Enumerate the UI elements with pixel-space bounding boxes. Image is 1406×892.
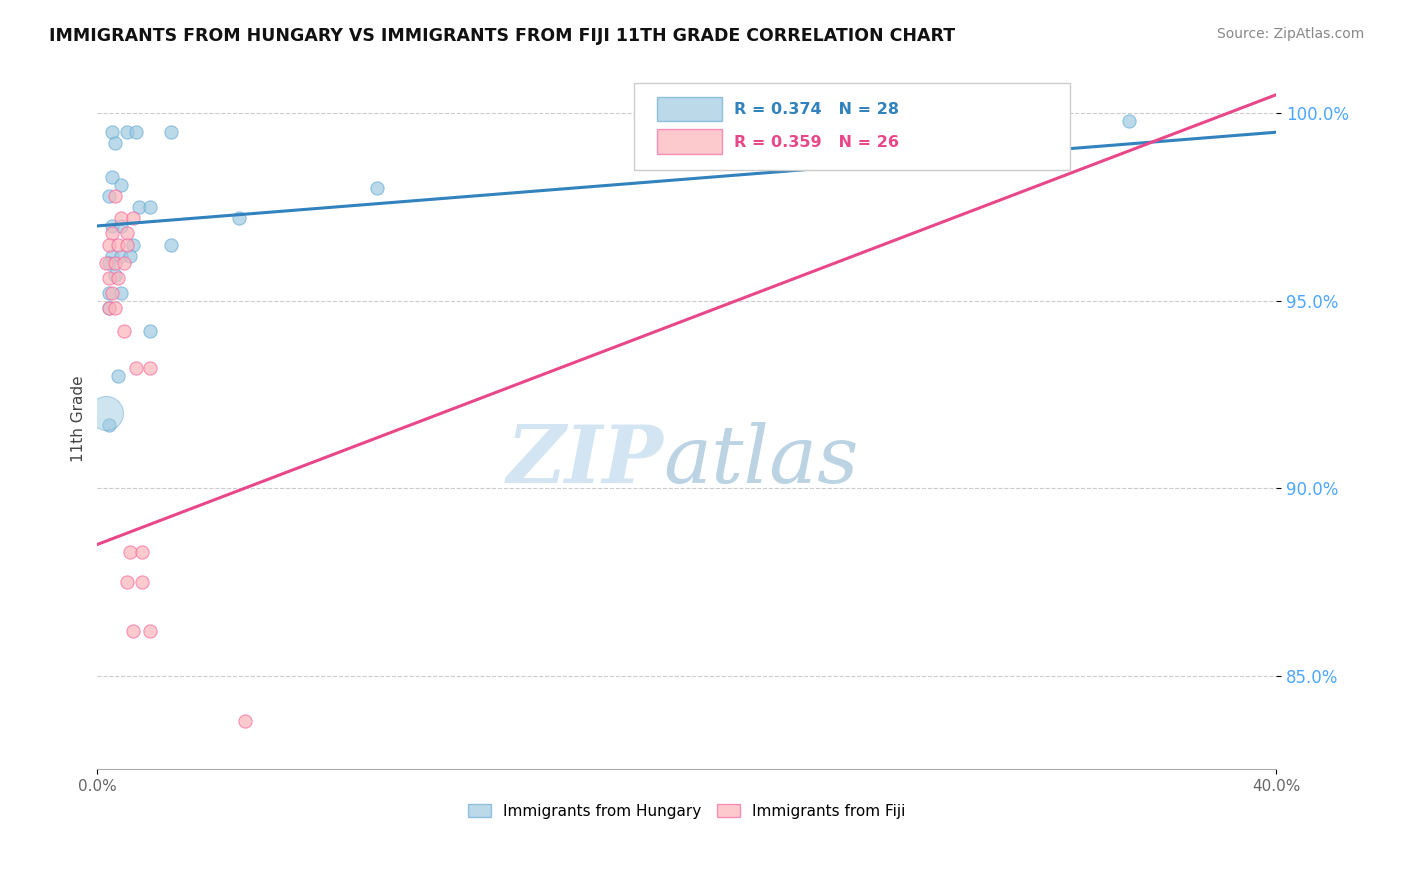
Point [118,545,141,559]
Y-axis label: 11th Grade: 11th Grade [72,376,86,462]
Point [98,301,121,316]
Point [139,200,162,214]
FancyBboxPatch shape [657,129,723,154]
Text: IMMIGRANTS FROM HUNGARY VS IMMIGRANTS FROM FIJI 11TH GRADE CORRELATION CHART: IMMIGRANTS FROM HUNGARY VS IMMIGRANTS FR… [49,27,955,45]
Point [115,227,138,241]
Point [101,249,124,263]
Text: R = 0.359   N = 26: R = 0.359 N = 26 [734,135,898,150]
Point [110,286,132,301]
Point [107,368,129,383]
Point [121,237,143,252]
Legend: Immigrants from Hungary, Immigrants from Fiji: Immigrants from Hungary, Immigrants from… [463,797,911,825]
Point [112,324,135,338]
Point [101,219,124,233]
FancyBboxPatch shape [634,83,1070,170]
Point [110,219,132,233]
Point [131,545,153,559]
Point [131,574,153,589]
Point [98,256,121,270]
Point [233,714,256,728]
Point [118,249,141,263]
Point [121,624,143,638]
Point [110,211,132,226]
Point [139,324,162,338]
Point [128,200,150,214]
Point [115,125,138,139]
Point [101,227,124,241]
Point [98,301,121,316]
Text: atlas: atlas [664,422,859,500]
Point [124,361,146,376]
Point [107,271,129,285]
Point [104,189,127,203]
Point [101,286,124,301]
Point [98,271,121,285]
Point [1118,114,1140,128]
Point [112,256,135,270]
Point [104,256,127,270]
Point [98,417,121,432]
Point [104,136,127,151]
Point [98,189,121,203]
Point [115,237,138,252]
Point [107,237,129,252]
Point [121,211,143,226]
Point [96,256,118,270]
Point [98,286,121,301]
Point [104,268,127,282]
Point [139,361,162,376]
Point [110,249,132,263]
Point [110,178,132,192]
Point [366,181,388,195]
Point [160,237,183,252]
Point [115,574,138,589]
FancyBboxPatch shape [657,96,723,121]
Point [104,301,127,316]
Point [139,624,162,638]
Point [228,211,250,226]
Point [98,237,121,252]
Point [124,125,146,139]
Text: ZIP: ZIP [506,422,664,500]
Point [160,125,183,139]
Text: R = 0.374   N = 28: R = 0.374 N = 28 [734,102,898,117]
Point [101,170,124,185]
Text: Source: ZipAtlas.com: Source: ZipAtlas.com [1216,27,1364,41]
Point [101,125,124,139]
Point [96,406,118,420]
